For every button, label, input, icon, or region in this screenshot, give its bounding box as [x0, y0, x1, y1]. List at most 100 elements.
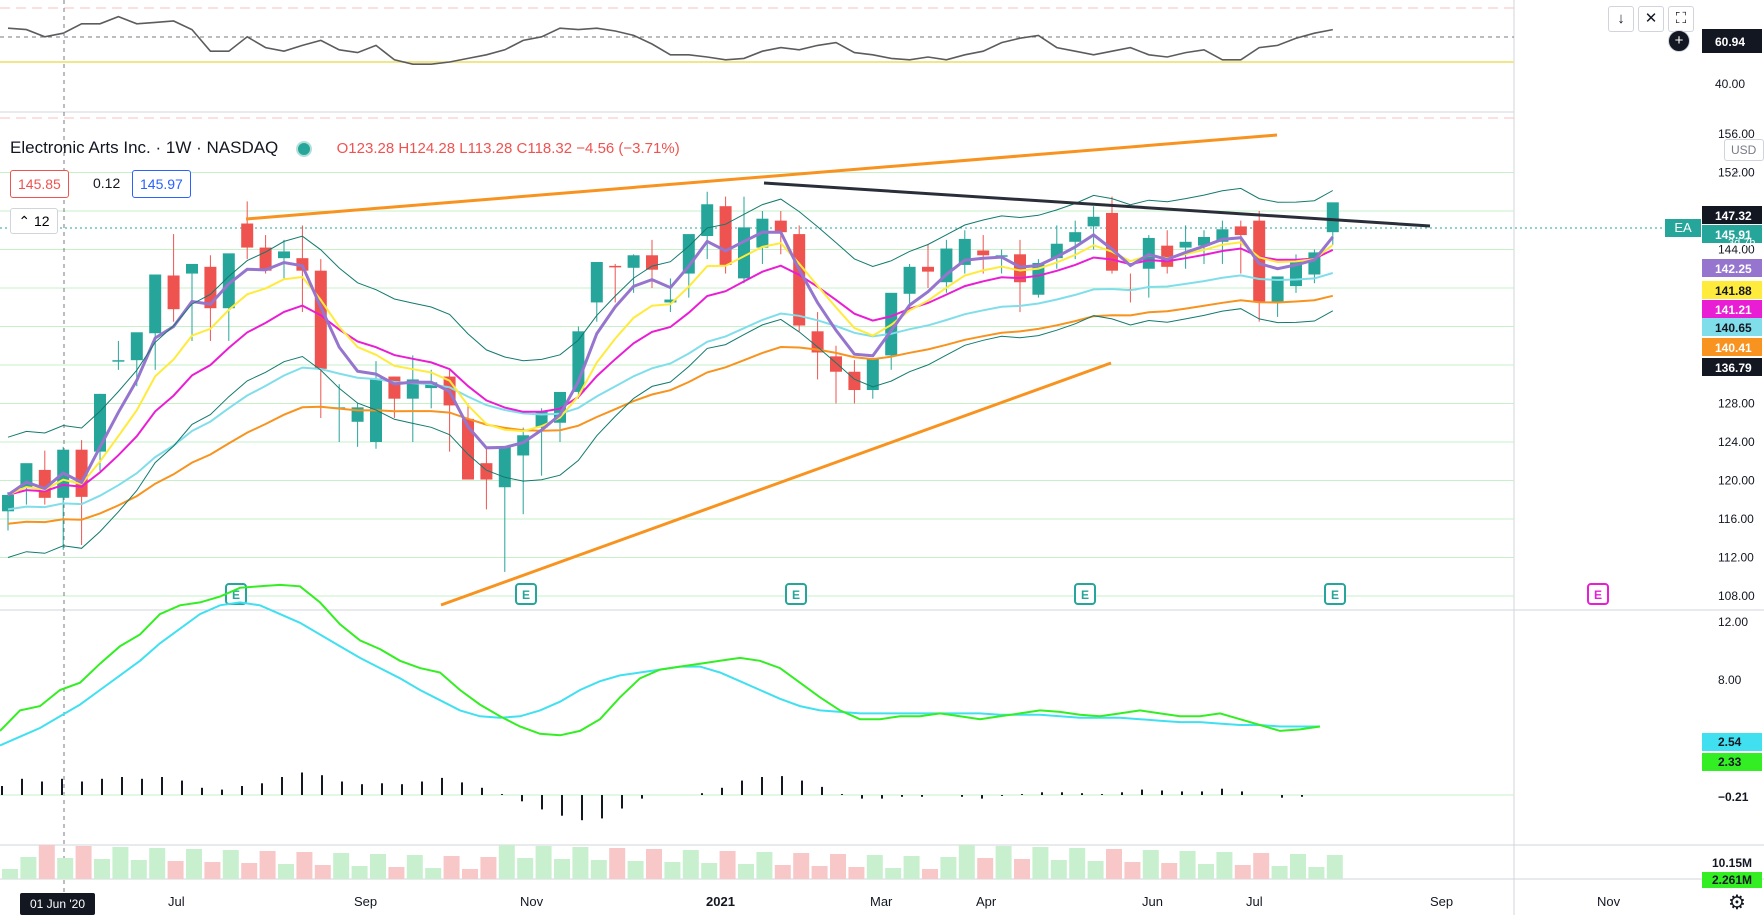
- price-axis-label: 152.00: [1718, 166, 1755, 180]
- candle-body: [278, 251, 290, 259]
- open-value: O123.28: [336, 140, 395, 157]
- candle-body: [1234, 226, 1247, 236]
- volume-bar: [1308, 867, 1325, 879]
- close-pane-button[interactable]: ✕: [1638, 6, 1664, 32]
- time-axis-label: Jul: [168, 894, 185, 909]
- price-badge: [1702, 225, 1762, 243]
- volume-bar: [1142, 850, 1159, 879]
- volume-bar: [517, 858, 534, 879]
- candle-body: [241, 223, 254, 248]
- volume-bar: [130, 860, 147, 879]
- volume-bar: [1050, 860, 1067, 879]
- volume-bar: [682, 850, 699, 879]
- macd-badge: [1702, 788, 1762, 806]
- volume-bar: [1069, 848, 1086, 879]
- down-arrow-button[interactable]: ↓: [1608, 6, 1634, 32]
- price-badge-label: 136.79: [1715, 361, 1752, 375]
- time-axis-label: Nov: [520, 894, 544, 909]
- lower-channel-trendline: [440, 361, 1112, 607]
- volume-bar: [1198, 864, 1214, 879]
- volume-bar: [57, 858, 74, 879]
- maximize-pane-button[interactable]: ⛶: [1668, 6, 1694, 32]
- candle-body: [204, 266, 217, 309]
- volume-bar: [1124, 862, 1141, 879]
- volume-bar: [2, 869, 18, 879]
- earnings-marker-label: E: [1594, 588, 1602, 602]
- price-badge-label: 140.65: [1715, 321, 1752, 335]
- currency-selector[interactable]: USD ⌄: [1724, 139, 1764, 177]
- settings-gear-icon[interactable]: ⚙: [1728, 892, 1746, 914]
- volume-bar: [1234, 865, 1251, 879]
- candle-body: [1106, 212, 1118, 271]
- macd-axis-label: 12.00: [1718, 615, 1748, 629]
- time-axis-label: Apr: [976, 894, 997, 909]
- price-badge-label: 140.41: [1715, 341, 1752, 355]
- bar-countdown-label: 3d 7h: [1728, 237, 1756, 249]
- visibility-eye-icon[interactable]: [296, 141, 313, 158]
- candle-body: [1069, 232, 1082, 242]
- bollinger-lower: [7, 308, 1334, 558]
- candle-body: [462, 418, 474, 480]
- volume-bar: [443, 856, 460, 879]
- candle-body: [701, 204, 714, 237]
- volume-bar: [793, 853, 810, 879]
- time-axis-label: Jun: [1142, 894, 1163, 909]
- ema-magenta-line: [7, 247, 1334, 496]
- earnings-marker-label: E: [1331, 588, 1339, 602]
- earnings-marker: [1074, 583, 1096, 605]
- candle-body: [1326, 202, 1339, 233]
- symbol-title[interactable]: Electronic Arts Inc. · 1W · NASDAQ: [10, 138, 279, 157]
- volume-bar: [1161, 863, 1178, 879]
- upper-channel-trendline: [245, 133, 1278, 221]
- candle-body: [903, 266, 916, 294]
- time-axis-label: Nov: [1597, 894, 1621, 909]
- price-badge-label: 142.25: [1715, 262, 1752, 276]
- price-badge: [1702, 358, 1762, 376]
- buy-price-button[interactable]: 145.97: [132, 170, 191, 198]
- volume-bar: [701, 863, 718, 879]
- volume-bar: [222, 850, 239, 879]
- candle-body: [793, 234, 806, 326]
- chart-legend: Electronic Arts Inc. · 1W · NASDAQ O123.…: [10, 138, 680, 158]
- volume-bar: [75, 846, 92, 879]
- price-badge-label: 145.91: [1715, 228, 1752, 242]
- price-badge-label: 141.88: [1715, 284, 1752, 298]
- volume-bar: [940, 857, 957, 879]
- time-axis-label: Sep: [354, 894, 377, 909]
- volume-bar: [664, 862, 681, 879]
- indicators-toggle-button[interactable]: ⌃ 12: [10, 208, 58, 234]
- rsi-axis-label: 40.00: [1715, 77, 1745, 91]
- candle-body: [186, 263, 198, 274]
- candle-body: [167, 275, 180, 310]
- candle-body: [922, 266, 934, 272]
- volume-bar: [977, 858, 994, 879]
- price-badge: [1702, 300, 1762, 318]
- earnings-marker-label: E: [232, 588, 240, 602]
- volume-bar: [1179, 851, 1196, 879]
- volume-bar: [186, 849, 202, 879]
- price-axis-label: 108.00: [1718, 589, 1755, 603]
- sell-price-button[interactable]: 145.85: [10, 170, 69, 198]
- earnings-marker-label: E: [792, 588, 800, 602]
- add-plus-button[interactable]: +: [1668, 30, 1690, 52]
- change-value: −4.56 (−3.71%): [576, 140, 680, 157]
- volume-bar: [848, 867, 865, 879]
- time-axis-label: Sep: [1430, 894, 1453, 909]
- close-value: C118.32: [516, 140, 573, 157]
- volume-bar: [370, 854, 386, 879]
- candle-body: [627, 255, 640, 268]
- volume-bar: [627, 861, 644, 879]
- spread-value: 0.12: [93, 175, 121, 191]
- candle-body: [719, 206, 732, 265]
- volume-bar: [1290, 854, 1306, 879]
- candle-body: [1087, 216, 1100, 227]
- volume-bar: [388, 867, 405, 879]
- earnings-marker: [1587, 583, 1609, 605]
- earnings-marker: [1324, 583, 1346, 605]
- volume-bar: [1106, 849, 1122, 879]
- volume-bar: [719, 851, 736, 879]
- volume-bar: [830, 854, 846, 879]
- volume-bar: [885, 868, 902, 879]
- low-value: L113.28: [459, 140, 513, 157]
